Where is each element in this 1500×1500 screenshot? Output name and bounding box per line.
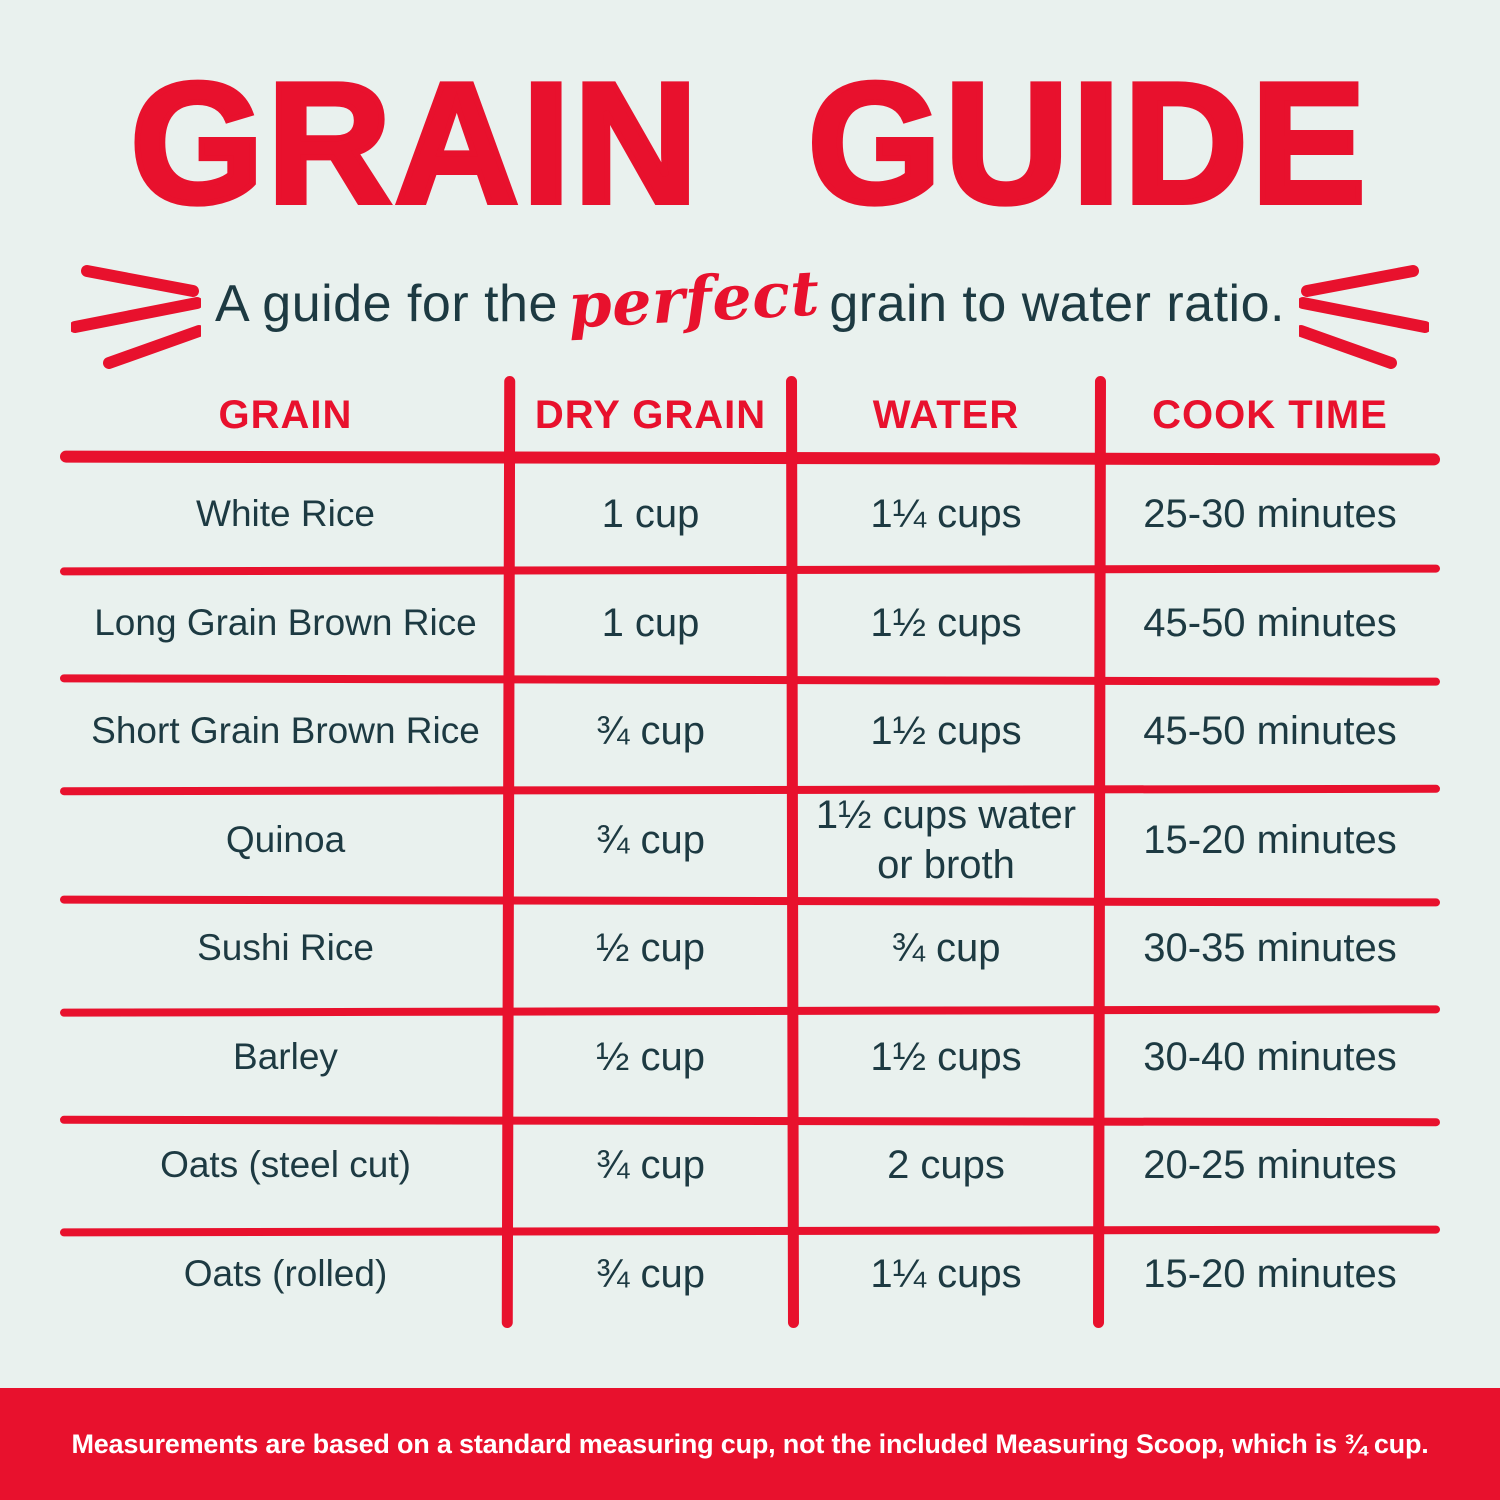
cook-time-cell: 15-20 minutes — [1143, 817, 1397, 862]
page-title: GRAIN GUIDE — [127, 48, 1370, 239]
water-cell: 1¼ cups — [870, 492, 1022, 537]
subtitle-prefix: A guide for the — [215, 274, 558, 333]
water-cell: 2 cups — [887, 1143, 1005, 1188]
water-cell: 1½ cups water or broth — [815, 792, 1077, 887]
column-header-dry-grain: DRY GRAIN — [534, 392, 767, 437]
water-cell: 1¼ cups — [870, 1251, 1022, 1296]
subtitle: A guide for the perfect grain to water rat… — [215, 256, 1285, 342]
cook-time-cell: 45-50 minutes — [1143, 600, 1397, 645]
dry-grain-cell: 1 cup — [601, 600, 700, 645]
grain-table: GRAIN DRY GRAIN WATER COOK TIME White Ri… — [59, 375, 1441, 1330]
grain-cell: Oats (rolled) — [183, 1252, 388, 1294]
grain-cell: Sushi Rice — [197, 927, 374, 969]
cook-time-cell: 30-35 minutes — [1143, 926, 1397, 971]
cook-time-cell: 15-20 minutes — [1143, 1251, 1397, 1296]
grain-cell: Barley — [233, 1035, 338, 1077]
column-divider — [786, 375, 799, 1329]
grain-table-grid: GRAIN DRY GRAIN WATER COOK TIME White Ri… — [62, 378, 1440, 1328]
dry-grain-cell: 1 cup — [601, 492, 700, 537]
emphasis-burst-left-icon — [71, 265, 202, 369]
dry-grain-cell: ½ cup — [596, 1034, 705, 1079]
dry-grain-cell: ½ cup — [596, 926, 705, 971]
dry-grain-cell: ¾ cup — [596, 709, 705, 754]
water-cell: 1½ cups — [870, 709, 1022, 754]
dry-grain-cell: ¾ cup — [596, 1143, 705, 1188]
grain-cell: Short Grain Brown Rice — [91, 710, 480, 752]
cook-time-cell: 25-30 minutes — [1143, 492, 1397, 537]
emphasis-burst-right-icon — [1298, 265, 1429, 369]
water-cell: 1½ cups — [870, 1034, 1022, 1079]
dry-grain-cell: ¾ cup — [596, 1251, 705, 1296]
footer-bar: Measurements are based on a standard mea… — [0, 1388, 1500, 1500]
grain-cell: Oats (steel cut) — [160, 1144, 411, 1186]
water-cell: 1½ cups — [870, 600, 1022, 645]
column-header-grain: GRAIN — [218, 392, 353, 437]
cook-time-cell: 45-50 minutes — [1143, 709, 1397, 754]
water-cell: ¾ cup — [891, 926, 1001, 971]
grain-cell: White Rice — [196, 493, 375, 535]
column-header-cook-time: COOK TIME — [1152, 392, 1388, 437]
dry-grain-cell: ¾ cup — [596, 817, 705, 862]
subtitle-suffix: grain to water ratio. — [829, 274, 1285, 333]
column-divider — [1093, 375, 1106, 1329]
subtitle-row: A guide for the perfect grain to water rat… — [0, 238, 1500, 369]
grain-cell: Long Grain Brown Rice — [94, 601, 477, 643]
subtitle-highlight: perfect — [566, 255, 822, 343]
cook-time-cell: 30-40 minutes — [1143, 1034, 1397, 1079]
grain-cell: Quinoa — [225, 818, 346, 860]
footer-note: Measurements are based on a standard mea… — [71, 1428, 1429, 1459]
cook-time-cell: 20-25 minutes — [1143, 1143, 1397, 1188]
column-header-water: WATER — [872, 392, 1020, 437]
